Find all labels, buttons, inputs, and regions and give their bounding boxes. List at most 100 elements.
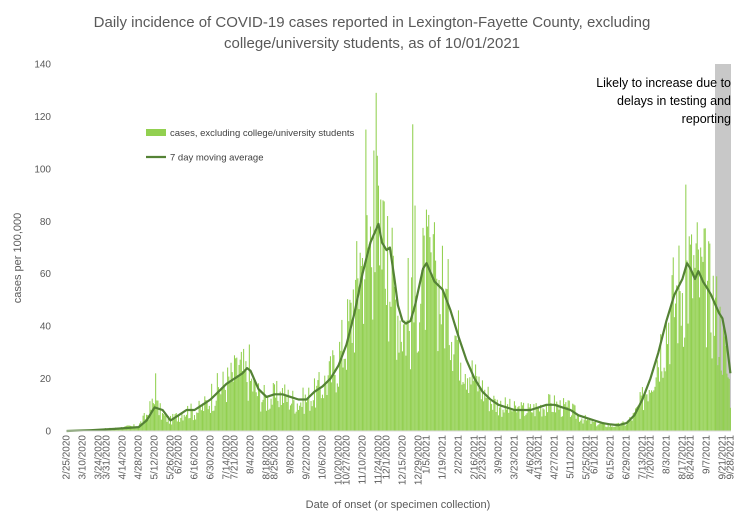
x-tick-label: 7/14/2020 <box>222 435 233 480</box>
case-bar <box>679 291 681 431</box>
case-bar <box>147 415 149 431</box>
case-bar <box>592 421 594 431</box>
case-bar <box>695 243 697 431</box>
case-bar <box>376 155 378 431</box>
case-bar <box>419 322 421 431</box>
case-bar <box>294 413 296 431</box>
case-bar <box>331 382 333 431</box>
case-bar <box>493 395 495 431</box>
case-bar <box>395 299 397 431</box>
case-bar <box>662 377 664 431</box>
case-bar <box>174 414 176 431</box>
case-bar <box>222 371 224 431</box>
case-bar <box>153 404 156 431</box>
x-tick-label: 8/18/2020 <box>262 435 273 480</box>
x-tick-label: 2/25/2020 <box>62 435 73 480</box>
case-bar <box>537 406 539 431</box>
case-bar <box>672 257 674 431</box>
case-bar <box>515 405 517 431</box>
case-bar <box>268 409 270 431</box>
case-bar <box>168 423 170 431</box>
case-bar <box>177 416 180 431</box>
case-bar <box>342 367 344 431</box>
case-bar <box>297 409 299 431</box>
case-bar <box>683 346 685 431</box>
case-bar <box>361 257 363 431</box>
x-tick-label: 5/11/2021 <box>566 435 577 479</box>
case-bar <box>667 344 669 431</box>
case-bar <box>318 372 320 431</box>
case-bar <box>260 411 262 431</box>
case-bar <box>561 416 563 431</box>
case-bar <box>293 400 295 431</box>
case-bar <box>685 184 687 431</box>
case-bar <box>223 386 225 431</box>
case-bar <box>340 350 342 431</box>
case-bar <box>204 396 206 431</box>
case-bar <box>453 354 455 431</box>
case-bar <box>420 303 422 431</box>
case-bar <box>155 373 157 431</box>
case-bar <box>399 320 401 431</box>
case-bar <box>541 416 543 431</box>
case-bar <box>365 129 367 432</box>
case-bar <box>321 394 323 431</box>
case-bar <box>631 420 633 431</box>
case-bar <box>427 226 429 431</box>
case-bar <box>528 407 530 431</box>
case-bar <box>639 392 641 431</box>
case-bar <box>711 358 713 431</box>
case-bar <box>564 404 566 431</box>
case-bar <box>328 361 330 431</box>
case-bar <box>241 370 244 431</box>
case-bar <box>462 382 464 431</box>
case-bar <box>545 405 547 431</box>
y-tick-label: 80 <box>40 217 52 228</box>
case-bar <box>249 380 252 431</box>
case-bar <box>205 399 207 431</box>
case-bar <box>589 418 591 431</box>
x-tick-label: 2/16/2021 <box>470 435 481 480</box>
case-bar <box>180 417 182 431</box>
case-bar <box>607 424 609 431</box>
case-bar <box>524 416 526 431</box>
case-bar <box>489 401 491 431</box>
case-bar <box>254 379 256 431</box>
case-bar <box>678 245 680 431</box>
case-bar <box>324 375 326 431</box>
case-bar <box>635 408 637 431</box>
case-bar <box>508 412 510 431</box>
case-bar <box>422 227 424 431</box>
case-bar <box>638 405 640 431</box>
case-bar <box>141 423 143 431</box>
case-bar <box>360 266 362 431</box>
case-bar <box>380 199 382 431</box>
case-bar <box>668 322 670 431</box>
case-bar <box>680 325 682 431</box>
case-bar <box>494 398 496 431</box>
case-bar <box>518 405 520 431</box>
case-bar <box>470 384 472 431</box>
y-tick-label: 20 <box>40 374 52 385</box>
case-bar <box>432 234 434 431</box>
x-tick-label: 10/27/2020 <box>342 435 353 485</box>
case-bar <box>251 378 253 431</box>
x-tick-label: 3/9/2021 <box>494 435 505 474</box>
case-bar <box>675 303 677 431</box>
x-tick-label: 9/7/2021 <box>701 435 712 474</box>
case-bar <box>119 428 121 431</box>
case-bar <box>428 214 430 431</box>
case-bar <box>623 422 625 431</box>
case-bar <box>389 301 391 431</box>
case-bar <box>535 403 537 431</box>
y-tick-label: 60 <box>40 269 52 280</box>
case-bar <box>391 227 393 431</box>
case-bar <box>435 260 437 431</box>
case-bar <box>270 398 272 431</box>
case-bar <box>455 335 457 431</box>
case-bar <box>150 409 152 431</box>
case-bar <box>605 426 607 431</box>
x-tick-label: 7/20/2021 <box>645 435 656 480</box>
case-bar <box>429 237 431 431</box>
case-bar <box>625 424 627 431</box>
